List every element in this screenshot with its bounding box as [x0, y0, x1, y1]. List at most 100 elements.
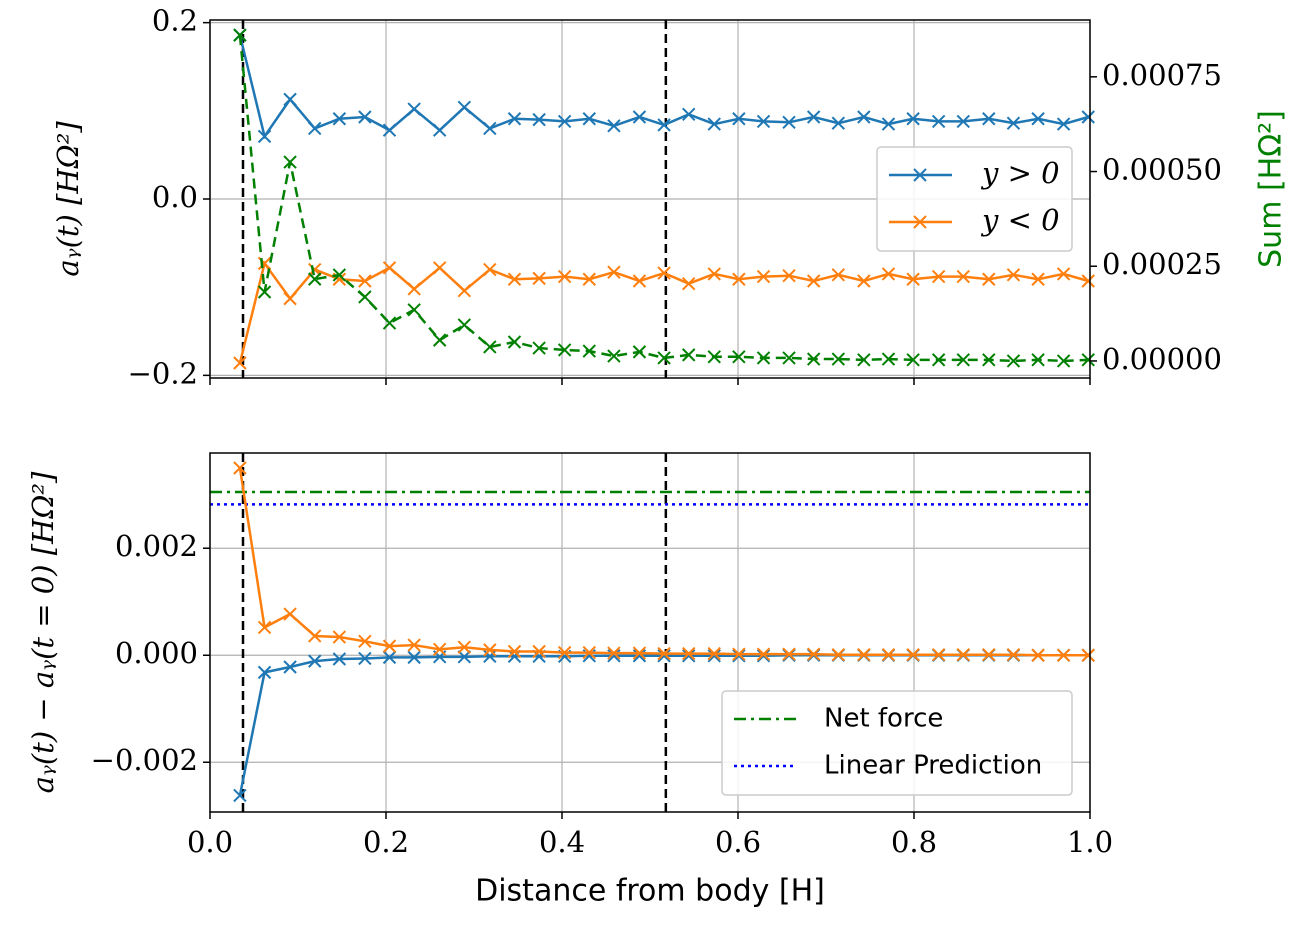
marker: [532, 271, 546, 286]
marker: [707, 267, 721, 281]
marker: [358, 110, 372, 124]
marker: [682, 276, 696, 291]
marker: [457, 650, 472, 664]
marker: [1031, 272, 1045, 286]
marker: [332, 630, 347, 644]
marker: [283, 607, 297, 621]
marker: [382, 261, 397, 275]
marker: [1081, 353, 1095, 367]
marker: [956, 269, 970, 284]
marker: [756, 647, 771, 661]
x-axis-label: Distance from body [H]: [475, 874, 825, 909]
marker: [382, 123, 397, 137]
marker: [483, 340, 497, 354]
marker: [707, 646, 721, 661]
marker: [732, 647, 746, 661]
marker: [857, 274, 871, 288]
marker: [557, 343, 572, 357]
series-line: [238, 34, 1089, 140]
x-tick-label: 0.2: [363, 825, 409, 859]
marker: [607, 349, 621, 363]
marker: [308, 654, 322, 668]
marker: [457, 100, 472, 115]
marker: [931, 353, 946, 367]
marker: [257, 665, 272, 680]
marker: [906, 353, 920, 367]
y2-tick-label: 0.00025: [1102, 247, 1222, 281]
marker: [982, 353, 996, 367]
marker: [358, 274, 372, 288]
marker: [782, 269, 796, 283]
marker: [582, 645, 596, 660]
marker: [233, 356, 247, 370]
marker: [407, 638, 421, 652]
marker: [632, 649, 647, 663]
marker: [483, 643, 497, 657]
marker: [756, 351, 771, 365]
series-line: [238, 35, 1089, 363]
marker: [308, 629, 322, 643]
marker: [483, 649, 497, 664]
marker: [906, 272, 920, 286]
marker: [881, 267, 896, 281]
marker: [1056, 354, 1071, 368]
marker: [1056, 267, 1071, 281]
marker: [1081, 110, 1095, 124]
marker: [283, 92, 297, 107]
marker: [806, 352, 821, 366]
marker: [382, 316, 397, 330]
marker: [732, 272, 746, 286]
marker: [806, 647, 821, 661]
marker: [732, 350, 746, 364]
marker: [283, 155, 297, 169]
x-tick-label: 1.0: [1067, 825, 1113, 859]
marker: [831, 116, 846, 130]
marker: [707, 117, 721, 131]
marker: [931, 114, 946, 129]
marker: [881, 647, 896, 662]
marker: [756, 114, 771, 129]
y-tick-label: −0.2: [128, 356, 198, 390]
y-tick-label: 0.000: [115, 636, 198, 670]
marker: [457, 640, 472, 654]
marker: [857, 353, 871, 367]
marker: [483, 121, 497, 136]
marker: [257, 620, 272, 635]
marker: [532, 341, 546, 355]
marker: [1056, 117, 1071, 131]
series-line: [238, 467, 1089, 657]
marker: [582, 344, 596, 358]
marker: [657, 266, 671, 280]
y-axis-label: aᵧ(t) [HΩ²]: [51, 121, 85, 277]
marker: [257, 129, 272, 144]
marker: [283, 291, 297, 306]
marker: [1006, 647, 1021, 662]
marker: [956, 114, 970, 129]
marker: [982, 272, 996, 286]
marker: [233, 461, 247, 475]
marker: [982, 647, 996, 662]
marker: [931, 647, 946, 662]
marker: [806, 110, 821, 124]
marker: [657, 649, 671, 663]
marker: [1031, 353, 1045, 367]
marker: [707, 649, 721, 663]
marker: [557, 114, 572, 129]
legend-box: [721, 690, 1073, 796]
marker: [407, 303, 421, 317]
marker: [831, 647, 846, 662]
axes-frame: [209, 452, 1091, 813]
marker: [233, 788, 247, 803]
marker: [432, 333, 447, 347]
marker: [1006, 268, 1021, 282]
axes-frame: [209, 19, 1091, 379]
marker: [332, 652, 347, 666]
marker: [457, 318, 472, 332]
x-tick-label: 0.8: [891, 825, 937, 859]
legend-label: y < 0: [980, 203, 1060, 237]
marker: [582, 272, 596, 286]
marker: [1056, 648, 1071, 662]
marker: [1006, 354, 1021, 368]
marker: [432, 642, 447, 657]
